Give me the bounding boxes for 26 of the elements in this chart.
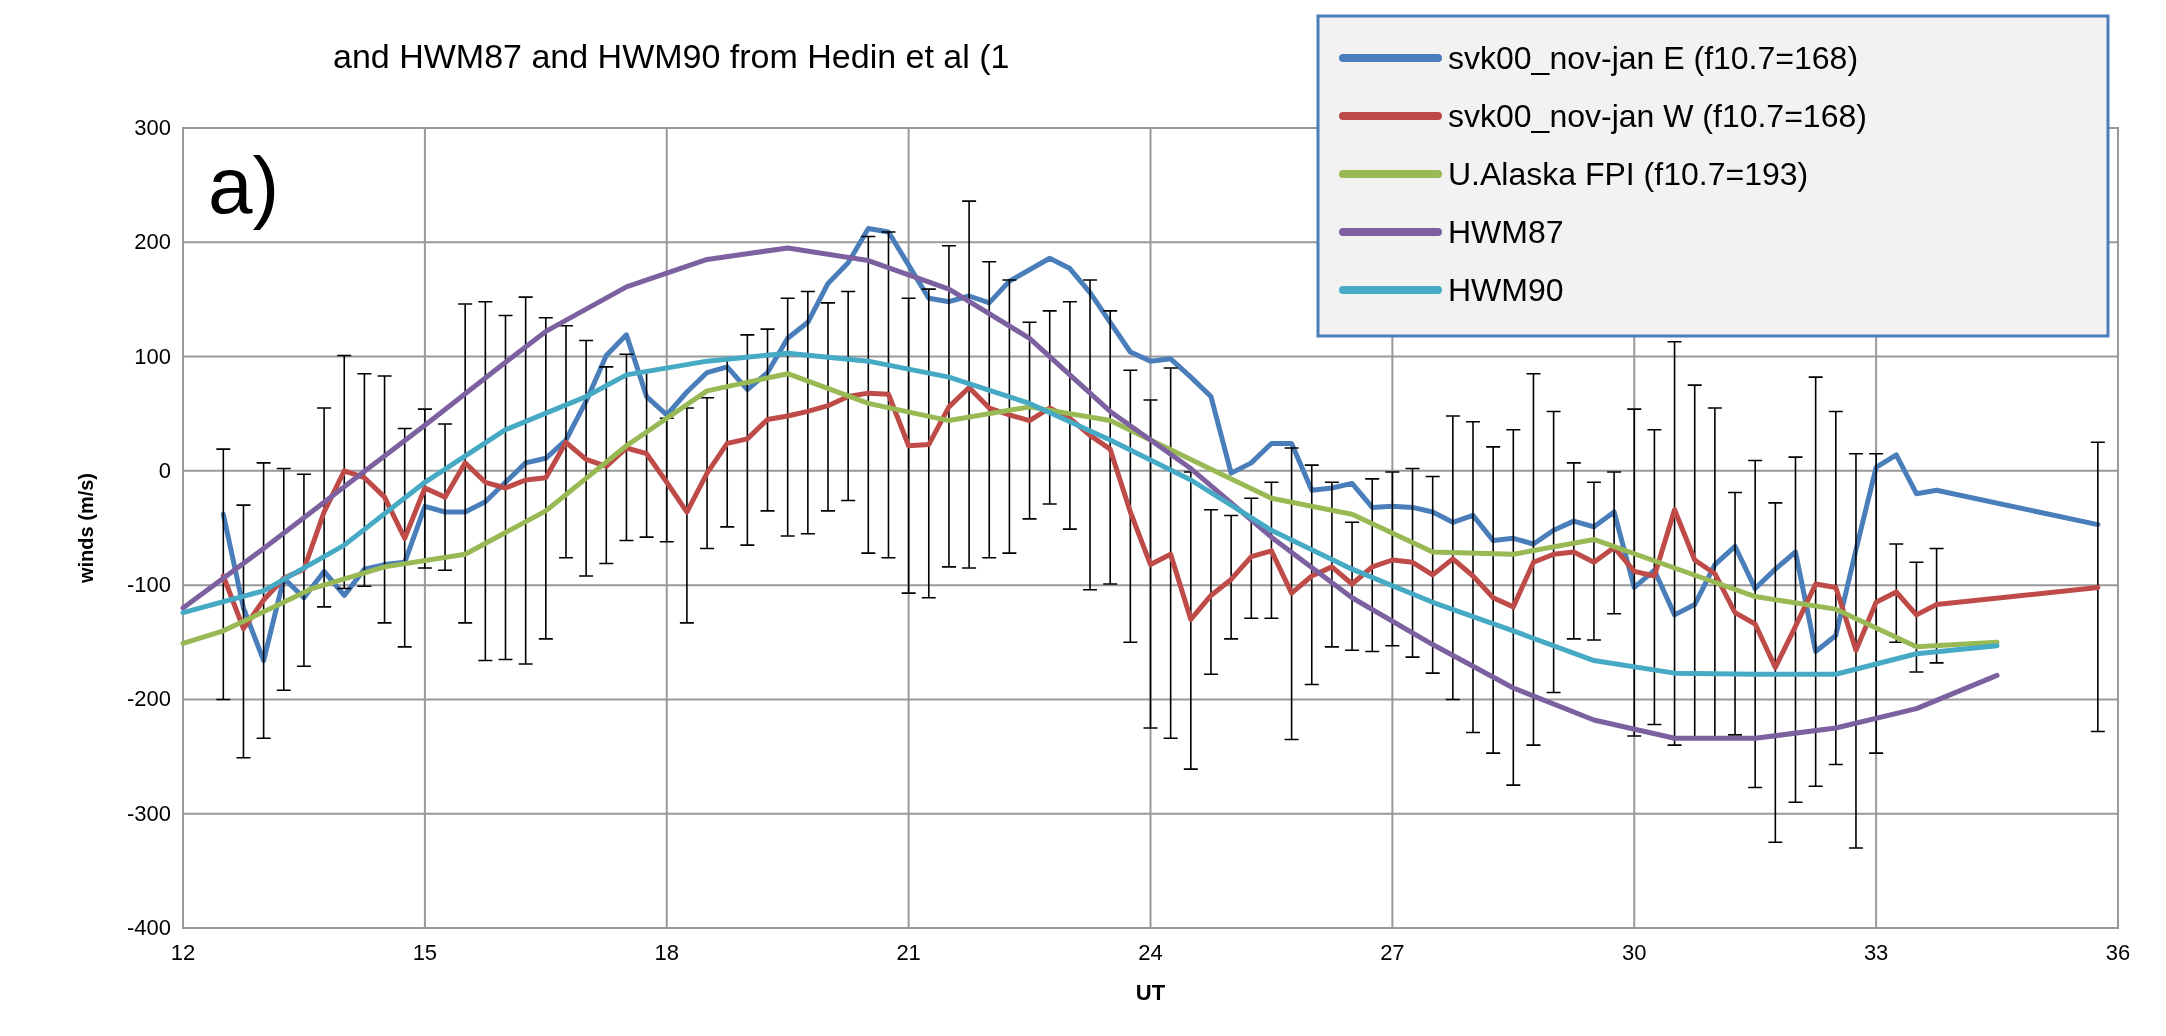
y-tick-label: -300 xyxy=(126,800,171,826)
y-tick-label: 300 xyxy=(134,115,171,140)
x-tick-label: 12 xyxy=(170,940,196,965)
chart-title: and HWM87 and HWM90 from Hedin et al (1 xyxy=(333,37,1010,75)
x-tick-label: 36 xyxy=(2105,940,2131,965)
x-tick-label: 30 xyxy=(1622,940,1647,965)
y-tick-label: 100 xyxy=(134,343,171,369)
y-tick-label: -100 xyxy=(126,572,171,598)
y-tick-label: -400 xyxy=(126,915,171,940)
x-tick-label: 21 xyxy=(896,940,921,965)
y-tick-label: -200 xyxy=(126,686,171,712)
x-tick-label: 27 xyxy=(1380,940,1405,965)
x-tick-label: 33 xyxy=(1863,940,1889,965)
legend-label: svk00_nov-jan E (f10.7=168) xyxy=(1448,40,1859,76)
annotation: a) xyxy=(208,141,280,230)
y-tick-label: 200 xyxy=(134,229,171,255)
y-tick-label: 0 xyxy=(158,457,171,483)
x-tick-label: 15 xyxy=(412,940,438,965)
legend-label: svk00_nov-jan W (f10.7=168) xyxy=(1448,98,1867,134)
x-tick-label: 24 xyxy=(1138,940,1163,965)
y-axis-title: winds (m/s) xyxy=(75,472,97,585)
legend-label: U.Alaska FPI (f10.7=193) xyxy=(1448,156,1809,192)
legend-label: HWM87 xyxy=(1448,214,1564,250)
legend-label: HWM90 xyxy=(1448,272,1564,308)
x-tick-label: 18 xyxy=(654,940,679,965)
x-axis-title: UT xyxy=(1135,980,1166,1005)
